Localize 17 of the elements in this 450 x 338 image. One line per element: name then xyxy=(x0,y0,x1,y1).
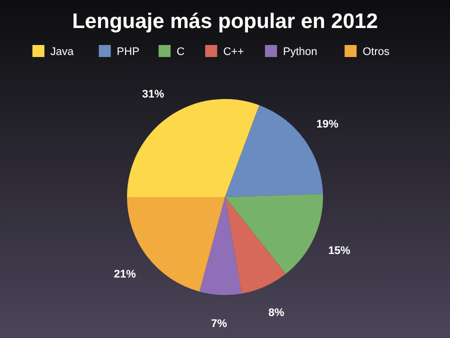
pie-slice xyxy=(199,197,242,295)
data-label: 19% xyxy=(316,118,339,131)
data-label: 21% xyxy=(114,268,136,281)
data-label: 31% xyxy=(142,88,164,100)
data-label: 7% xyxy=(211,318,228,330)
legend-label: C++ xyxy=(223,46,244,58)
legend-label: C xyxy=(176,46,185,58)
legend-label: Otros xyxy=(362,46,390,58)
chart-title: Lenguaje más popular en 2012 xyxy=(72,10,378,33)
pie-slice xyxy=(225,197,286,294)
legend-label: Java xyxy=(50,46,75,58)
legend-label: PHP xyxy=(116,46,140,58)
pie-slice xyxy=(225,194,323,274)
data-label: 8% xyxy=(268,307,285,320)
pie-slice xyxy=(127,99,260,197)
data-label: 15% xyxy=(328,245,350,258)
legend-label: Python xyxy=(283,46,318,58)
